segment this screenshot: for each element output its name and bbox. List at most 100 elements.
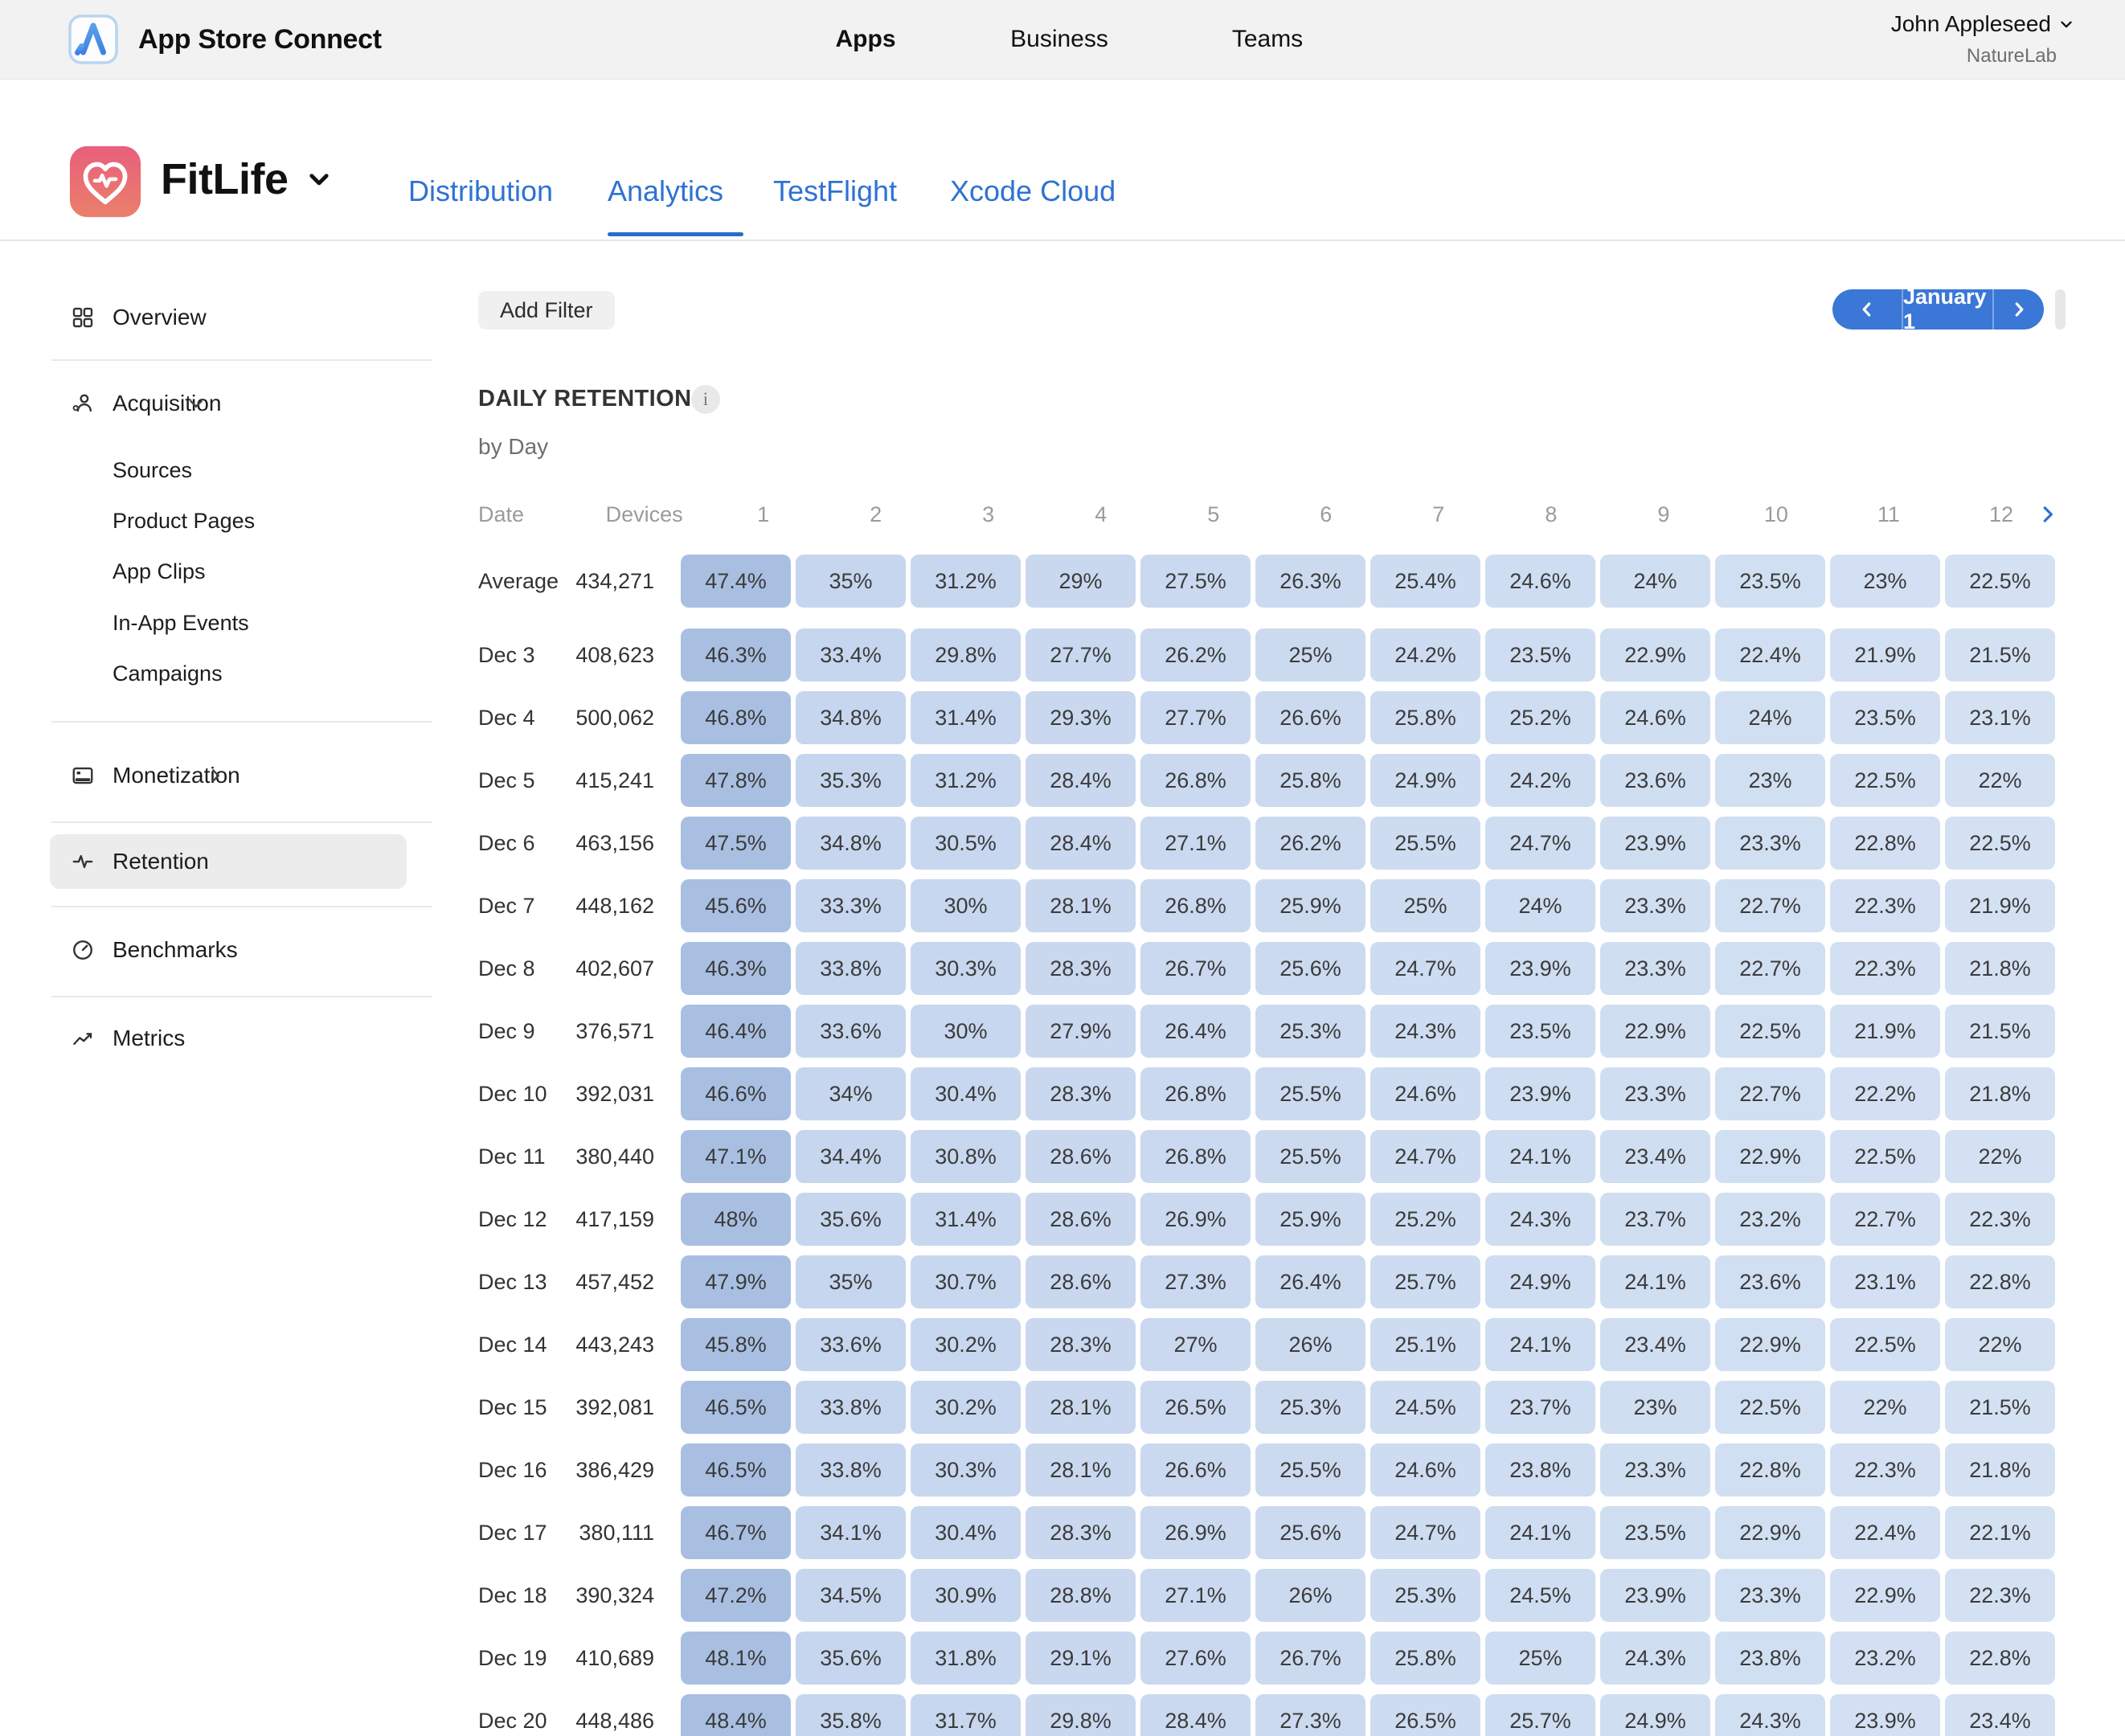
date-prev-button[interactable] [1832, 289, 1902, 330]
tab-testflight[interactable]: TestFlight [773, 174, 898, 207]
sidebar-item-metrics[interactable]: Metrics [50, 1022, 185, 1054]
retention-cell: 24.1% [1485, 1506, 1595, 1559]
sidebar-item-acquisition[interactable]: Acquisition [50, 387, 221, 420]
chevron-left-icon [1862, 302, 1871, 317]
retention-cell: 33.8% [796, 1443, 906, 1496]
cell-slot: 22.5% [1828, 1318, 1943, 1371]
retention-cell: 33.3% [796, 879, 906, 932]
column-header-day-3[interactable]: 3 [982, 502, 995, 526]
section-title: DAILY RETENTION [478, 386, 692, 411]
retention-cell: 33.8% [796, 942, 906, 995]
cell-slot: 24.3% [1483, 1193, 1598, 1246]
brand-title: App Store Connect [138, 23, 382, 55]
cell-slot: 25.8% [1368, 691, 1483, 744]
table-scroll-right-icon[interactable] [2037, 504, 2057, 525]
sidebar-item-product-pages[interactable]: Product Pages [113, 508, 256, 533]
retention-cell: 28.3% [1026, 942, 1136, 995]
row-date: Dec 16 [478, 1458, 547, 1482]
column-header-day-11[interactable]: 11 [1877, 502, 1900, 526]
sidebar-item-overview[interactable]: Overview [50, 301, 207, 334]
retention-cell: 23.6% [1600, 754, 1710, 807]
retention-cell: 28.1% [1026, 1443, 1136, 1496]
cell-slot: 23.7% [1483, 1381, 1598, 1434]
cell-slot: 24.6% [1598, 691, 1713, 744]
retention-cell: 25.3% [1370, 1569, 1480, 1622]
column-header-day-5[interactable]: 5 [1207, 502, 1220, 526]
retention-cell: 28.3% [1026, 1067, 1136, 1120]
retention-cell: 27.5% [1140, 555, 1251, 608]
cell-slot: 21.5% [1943, 1005, 2057, 1058]
sidebar-item-in-app-events[interactable]: In-App Events [113, 610, 249, 635]
retention-cell: 22% [1830, 1381, 1940, 1434]
nav-item-business[interactable]: Business [1010, 26, 1108, 52]
home-link[interactable]: App Store Connect [68, 0, 382, 79]
spacer [654, 1632, 678, 1685]
row-date: Dec 3 [478, 643, 535, 667]
column-header-day-10[interactable]: 10 [1763, 502, 1788, 526]
column-header-day-8[interactable]: 8 [1545, 502, 1558, 526]
date-label[interactable]: January 1 [1902, 289, 1994, 330]
tab-analytics[interactable]: Analytics [608, 174, 724, 207]
spacer [654, 1506, 678, 1559]
column-header-day-6[interactable]: 6 [1320, 502, 1333, 526]
table-row: Dec 16 386,429 46.5% 33.8% 30.3% 28.1% 26.6% 25… [478, 1443, 2057, 1496]
date-next-button[interactable] [1994, 289, 2044, 330]
retention-cell: 46.5% [681, 1443, 791, 1496]
tab-distribution[interactable]: Distribution [408, 174, 554, 207]
column-header-day-1[interactable]: 1 [757, 502, 770, 526]
cell-slot: 30.3% [908, 1443, 1023, 1496]
sidebar-item-campaigns[interactable]: Campaigns [113, 661, 223, 686]
info-icon[interactable]: i [691, 385, 720, 414]
nav-item-teams[interactable]: Teams [1231, 26, 1304, 52]
retention-cell: 34.8% [796, 817, 906, 870]
add-filter-button[interactable]: Add Filter [478, 291, 615, 330]
column-header-day-7[interactable]: 7 [1432, 502, 1445, 526]
retention-cell: 22.3% [1945, 1193, 2055, 1246]
sidebar-item-retention[interactable]: Retention [50, 834, 407, 889]
nav-item-apps[interactable]: Apps [835, 26, 896, 52]
sidebar-item-sources[interactable]: Sources [113, 457, 193, 482]
cell-slot: 28.1% [1023, 1443, 1138, 1496]
cell-slot: 22.7% [1828, 1193, 1943, 1246]
sidebar-item-app-clips[interactable]: App Clips [113, 559, 206, 583]
cell-slot: 24.7% [1368, 1130, 1483, 1183]
sidebar-item-benchmarks[interactable]: Benchmarks [50, 934, 238, 966]
retention-cell: 26.2% [1140, 628, 1251, 682]
cell-slot: 33.8% [793, 1443, 908, 1496]
column-header-day-4[interactable]: 4 [1095, 502, 1108, 526]
spacer [654, 1130, 678, 1183]
cell-slot: 27.3% [1253, 1694, 1368, 1736]
table-row: Dec 9 376,571 46.4% 33.6% 30% 27.9% 26.4% 25.3%… [478, 1005, 2057, 1058]
fitlife-app-icon[interactable] [68, 145, 142, 219]
cell-slot: 29% [1023, 555, 1138, 608]
retention-cell: 23.3% [1600, 942, 1710, 995]
retention-cell: 48% [681, 1193, 791, 1246]
retention-cell: 24.7% [1370, 1130, 1480, 1183]
column-header-day-12[interactable]: 12 [1988, 502, 2013, 526]
user-menu[interactable]: John Appleseed [1891, 11, 2075, 37]
table-row: Dec 11 380,440 47.1% 34.4% 30.8% 28.6% 26.8% 25… [478, 1130, 2057, 1183]
column-header-date[interactable]: Date [478, 502, 525, 526]
cell-slot: 23.7% [1598, 1193, 1713, 1246]
retention-cell: 23.3% [1600, 1067, 1710, 1120]
cell-slot: 26.6% [1253, 691, 1368, 744]
cell-slot: 31.2% [908, 754, 1023, 807]
column-header-day-9[interactable]: 9 [1657, 502, 1670, 526]
cell-slot: 29.8% [1023, 1694, 1138, 1736]
retention-cell: 23.5% [1715, 555, 1825, 608]
section-subtitle: by Day [478, 434, 549, 459]
column-header-day-2[interactable]: 2 [870, 502, 882, 526]
chevron-down-icon [309, 174, 330, 186]
app-switcher[interactable]: FitLife [161, 154, 333, 204]
cell-slot: 23.3% [1713, 817, 1828, 870]
cell-slot: 24.7% [1483, 817, 1598, 870]
column-header-devices[interactable]: Devices [605, 502, 683, 526]
retention-cell: 30.5% [911, 817, 1021, 870]
cell-slot: 26.8% [1138, 1130, 1253, 1183]
retention-cell: 22.9% [1715, 1506, 1825, 1559]
tab-xcode-cloud[interactable]: Xcode Cloud [950, 174, 1116, 207]
sidebar-item-monetization[interactable]: Monetization [50, 760, 240, 792]
retention-cell: 28.3% [1026, 1318, 1136, 1371]
row-date: Dec 5 [478, 768, 535, 792]
retention-cell: 22.3% [1830, 1443, 1940, 1496]
